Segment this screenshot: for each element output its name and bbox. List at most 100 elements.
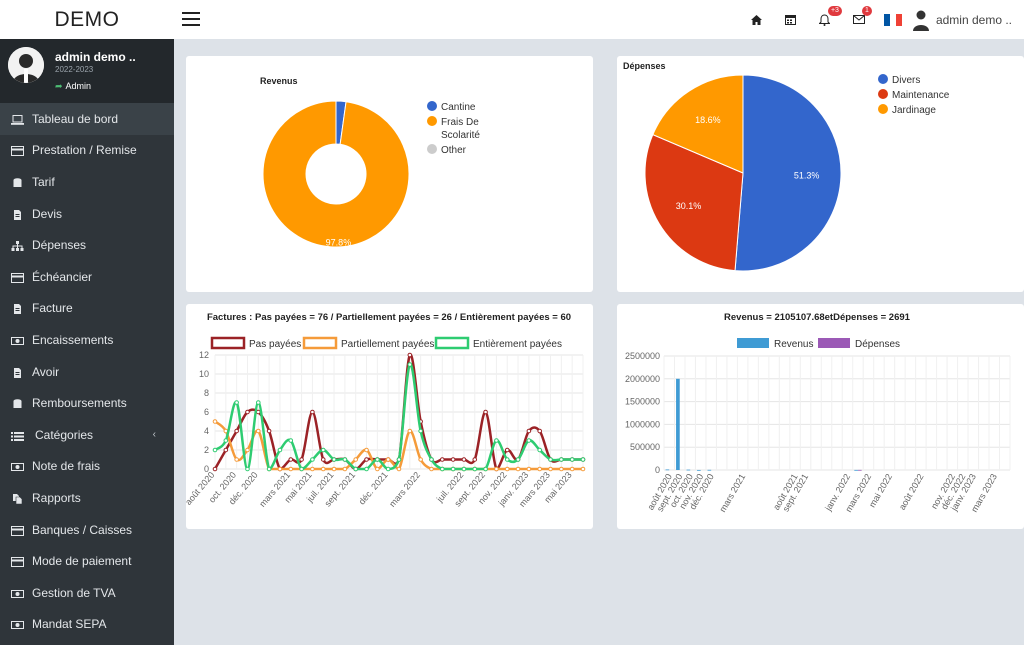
sidebar-item-mode-de-paiement[interactable]: Mode de paiement <box>0 545 174 577</box>
data-point <box>385 466 391 472</box>
sidebar-item-avoir[interactable]: Avoir <box>0 356 174 388</box>
data-point <box>310 409 315 415</box>
sidebar-item-categories[interactable]: Catégories ‹ <box>0 419 174 451</box>
data-point <box>407 362 413 367</box>
data-point <box>439 466 445 472</box>
data-point <box>320 466 326 472</box>
pie-slice-jardinage <box>652 74 744 174</box>
legend-dot-other <box>427 144 437 154</box>
sidebar-item-label: Rapports <box>32 490 81 505</box>
notifications-bell-icon[interactable]: +3 <box>808 0 842 39</box>
data-point <box>396 466 402 472</box>
data-point <box>537 466 543 472</box>
data-point <box>375 457 380 462</box>
data-point <box>212 466 218 472</box>
data-point <box>255 428 261 434</box>
notification-badge: +3 <box>827 6 842 16</box>
mail-badge: 1 <box>861 6 872 16</box>
data-point <box>537 428 543 434</box>
home-icon[interactable] <box>740 0 774 39</box>
legend-dot-maintenance <box>878 89 888 99</box>
sidebar-item-banques-caisses[interactable]: Banques / Caisses <box>0 514 174 546</box>
data-point <box>526 438 532 443</box>
data-point <box>342 457 348 462</box>
data-point <box>212 419 218 424</box>
legend-label-divers: Divers <box>892 75 920 86</box>
sidebar-item-label: Devis <box>32 206 63 221</box>
data-point <box>580 457 586 462</box>
sidebar-item-prestation-remise[interactable]: Prestation / Remise <box>0 135 174 167</box>
sidebar-item-rapports[interactable]: Rapports <box>0 482 174 514</box>
legend-label-frais-de-scolarite: Frais De Scolarité <box>441 117 480 141</box>
data-point <box>559 457 564 462</box>
files-icon <box>11 493 24 505</box>
sidebar-item-note-de-frais[interactable]: Note de frais <box>0 451 174 483</box>
y-tick-label: 0 <box>204 464 209 474</box>
legend-dot-cantine <box>427 101 437 111</box>
role-icon: ➦ <box>55 81 63 91</box>
legend-label-maintenance: Maintenance <box>892 90 950 101</box>
data-point <box>407 428 413 434</box>
data-point <box>515 457 521 462</box>
data-point <box>439 457 445 462</box>
legend-swatch-pas-payees <box>210 336 246 350</box>
data-point <box>504 457 510 462</box>
sidebar-item-gestion-de-tva[interactable]: Gestion de TVA <box>0 577 174 609</box>
data-point <box>429 457 434 462</box>
y-tick-label: 2500000 <box>625 351 660 361</box>
database-icon <box>11 398 24 409</box>
calendar-icon[interactable] <box>774 0 808 39</box>
sidebar-item-depenses[interactable]: Dépenses <box>0 229 174 261</box>
sidebar-item-remboursements[interactable]: Remboursements <box>0 387 174 419</box>
credit-card-icon <box>11 525 24 536</box>
profile-name: admin demo .. <box>55 50 136 64</box>
legend-dot-frais-de-scolarite <box>427 116 437 126</box>
data-point <box>504 447 510 453</box>
bar-revenus <box>686 469 691 471</box>
data-point <box>288 457 294 462</box>
pie-slice-frais-de-scolarite <box>262 100 410 248</box>
sidebar: admin demo .. 2022-2023 ➦ Admin Tableau d… <box>0 39 174 645</box>
sidebar-item-label: Avoir <box>32 364 60 379</box>
data-point <box>234 428 239 434</box>
legend-label-entierement-payees: Entièrement payées <box>473 339 562 350</box>
data-point <box>245 409 250 415</box>
data-label: 30.1% <box>676 201 702 211</box>
sidebar-item-echeancier[interactable]: Échéancier <box>0 261 174 293</box>
sidebar-item-encaissements[interactable]: Encaissements <box>0 324 174 356</box>
user-name-top: admin demo .. <box>935 12 1012 27</box>
sidebar-item-devis[interactable]: Devis <box>0 198 174 230</box>
data-point <box>288 466 294 472</box>
x-tick-label: mars 2022 <box>387 470 422 509</box>
laptop-icon <box>11 114 24 125</box>
data-point <box>418 457 423 462</box>
data-point <box>342 466 348 472</box>
avatar <box>8 47 44 83</box>
sidebar-item-tarif[interactable]: Tarif <box>0 166 174 198</box>
legend-swatch-revenus <box>737 338 769 348</box>
data-point <box>320 457 326 462</box>
brand-logo[interactable]: DEMO <box>54 7 120 31</box>
sidebar-item-mandat-sepa[interactable]: Mandat SEPA <box>0 609 174 641</box>
user-menu[interactable]: admin demo .. <box>912 9 1024 31</box>
profile-year: 2022-2023 <box>55 65 94 74</box>
bar-revenus <box>676 378 680 470</box>
file-icon <box>11 367 24 378</box>
sidebar-item-facture[interactable]: Facture <box>0 293 174 325</box>
sidebar-item-label: Échéancier <box>32 269 93 284</box>
credit-card-icon <box>11 556 24 568</box>
factures-line-chart: Factures : Pas payées = 76 / Partielleme… <box>186 312 586 509</box>
x-tick-label: mars 2021 <box>717 472 747 514</box>
sidebar-item-tableau-de-bord[interactable]: Tableau de bord <box>0 103 174 135</box>
menu-toggle-icon[interactable] <box>182 12 200 26</box>
revenus-pie-chart: Revenus 97.8% Cantine Frais De Scolarité Othe… <box>260 76 480 248</box>
chevron-left-icon[interactable]: ‹ <box>152 429 156 441</box>
french-flag-icon[interactable] <box>883 13 902 26</box>
y-tick-label: 1500000 <box>625 397 660 407</box>
x-tick-label: déc. 2021 <box>357 470 390 507</box>
bar-depenses <box>857 469 862 471</box>
mail-envelope-icon[interactable]: 1 <box>842 0 876 39</box>
data-point <box>569 466 575 472</box>
depenses-pie-chart: Dépenses 51.3% 30.1% 18.6% Divers Maintenance… <box>623 61 950 272</box>
legend-label-jardinage: Jardinage <box>892 105 936 116</box>
